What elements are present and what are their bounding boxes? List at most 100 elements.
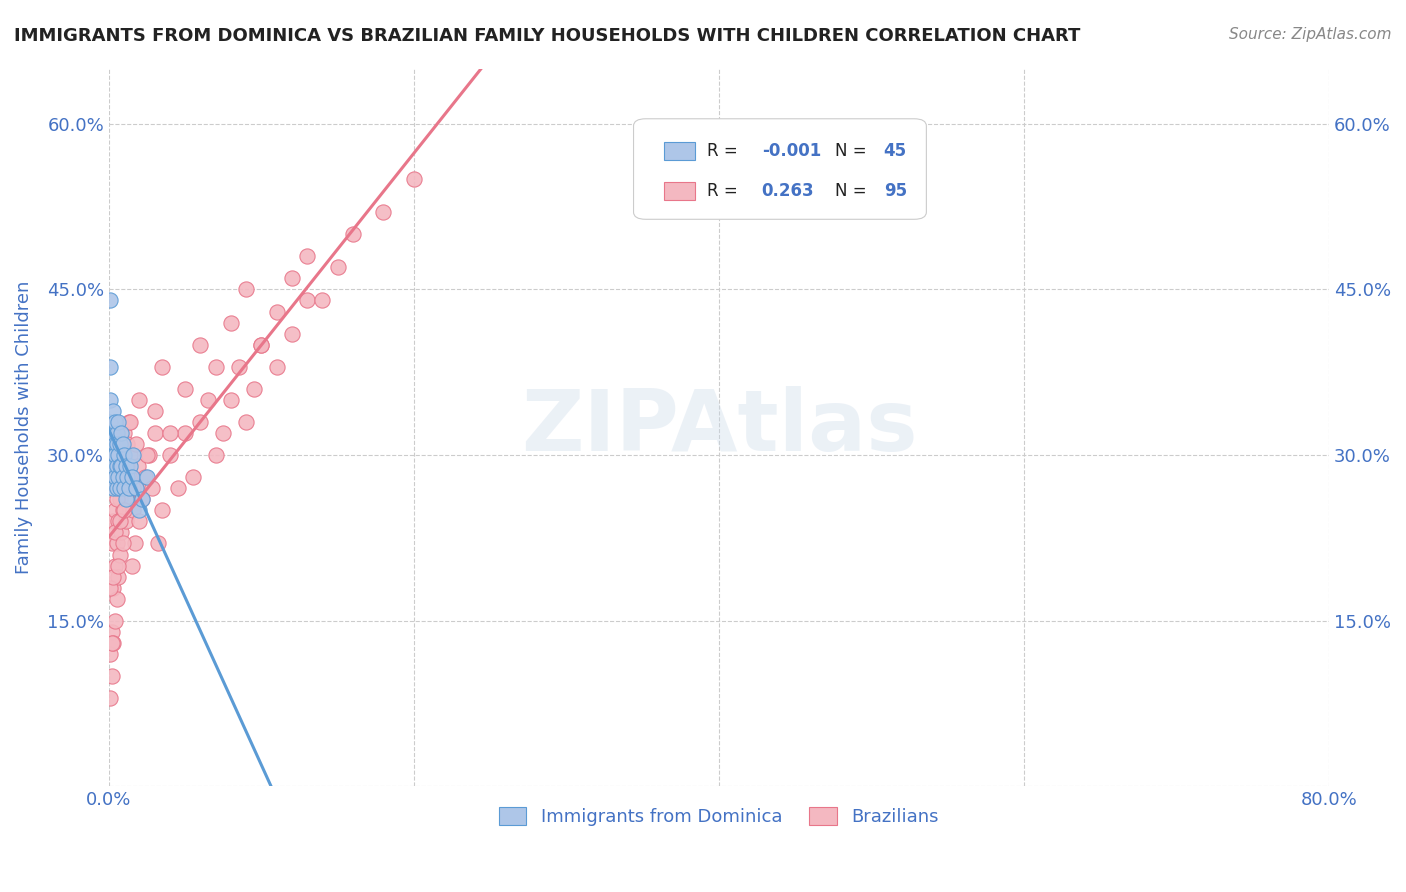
Point	[105, 437, 128, 451]
Y-axis label: Family Households with Children: Family Households with Children	[15, 281, 32, 574]
Point	[100, 581, 122, 595]
Point	[111, 470, 134, 484]
Point	[150, 359, 173, 374]
Point	[250, 337, 273, 351]
Point	[136, 470, 159, 484]
Point	[138, 448, 160, 462]
Point	[281, 326, 304, 341]
Point	[104, 525, 127, 540]
Text: IMMIGRANTS FROM DOMINICA VS BRAZILIAN FAMILY HOUSEHOLDS WITH CHILDREN CORRELATIO: IMMIGRANTS FROM DOMINICA VS BRAZILIAN FA…	[14, 27, 1080, 45]
Point	[100, 647, 122, 661]
Point	[108, 548, 131, 562]
Point	[105, 591, 128, 606]
Point	[197, 392, 219, 407]
Point	[100, 691, 122, 706]
Point	[107, 515, 129, 529]
Point	[125, 481, 148, 495]
Point	[295, 293, 318, 308]
Point	[108, 492, 131, 507]
Point	[107, 448, 129, 462]
Point	[107, 470, 129, 484]
Text: Source: ZipAtlas.com: Source: ZipAtlas.com	[1229, 27, 1392, 42]
Point	[101, 669, 124, 683]
Point	[105, 425, 128, 440]
Point	[104, 448, 127, 462]
Point	[131, 492, 153, 507]
Point	[127, 459, 149, 474]
Point	[111, 503, 134, 517]
Point	[103, 448, 125, 462]
Point	[174, 425, 197, 440]
Point	[120, 415, 142, 429]
Point	[103, 404, 125, 418]
Point	[114, 492, 136, 507]
Point	[373, 205, 395, 219]
Point	[110, 470, 132, 484]
Point	[266, 304, 288, 318]
Point	[103, 569, 125, 583]
Point	[111, 437, 134, 451]
Point	[108, 459, 131, 474]
Point	[105, 459, 128, 474]
Point	[295, 249, 318, 263]
Point	[143, 404, 166, 418]
Point	[104, 614, 127, 628]
Point	[118, 470, 141, 484]
Point	[150, 503, 173, 517]
Point	[110, 459, 132, 474]
Point	[103, 470, 125, 484]
Point	[105, 481, 128, 495]
Text: 0.263: 0.263	[762, 182, 814, 200]
Point	[108, 481, 131, 495]
Point	[121, 470, 143, 484]
Point	[107, 558, 129, 573]
Point	[114, 515, 136, 529]
Point	[118, 415, 141, 429]
Point	[190, 415, 212, 429]
Point	[103, 636, 125, 650]
Point	[103, 481, 125, 495]
Point	[120, 459, 142, 474]
Point	[100, 293, 122, 308]
Point	[125, 437, 148, 451]
Text: R =: R =	[707, 142, 742, 160]
Point	[108, 515, 131, 529]
Point	[128, 392, 150, 407]
Point	[143, 425, 166, 440]
Point	[115, 459, 138, 474]
Point	[101, 425, 124, 440]
Point	[110, 470, 132, 484]
Point	[107, 415, 129, 429]
Point	[114, 459, 136, 474]
Point	[111, 536, 134, 550]
Point	[107, 569, 129, 583]
Point	[342, 227, 364, 242]
Point	[235, 415, 257, 429]
Text: 95: 95	[883, 182, 907, 200]
Point	[101, 437, 124, 451]
Point	[104, 470, 127, 484]
Point	[174, 382, 197, 396]
Text: N =: N =	[835, 182, 872, 200]
Point	[100, 392, 122, 407]
Point	[114, 459, 136, 474]
Text: N =: N =	[835, 142, 872, 160]
Point	[190, 337, 212, 351]
Point	[212, 425, 235, 440]
Point	[110, 425, 132, 440]
Text: 45: 45	[883, 142, 907, 160]
Point	[111, 448, 134, 462]
Point	[146, 536, 169, 550]
Point	[204, 359, 226, 374]
Point	[101, 636, 124, 650]
Point	[326, 260, 349, 275]
Point	[281, 271, 304, 285]
Point	[104, 448, 127, 462]
Point	[110, 525, 132, 540]
Point	[104, 437, 127, 451]
Point	[181, 470, 204, 484]
Point	[101, 448, 124, 462]
Point	[128, 515, 150, 529]
Point	[219, 392, 242, 407]
Point	[131, 492, 153, 507]
